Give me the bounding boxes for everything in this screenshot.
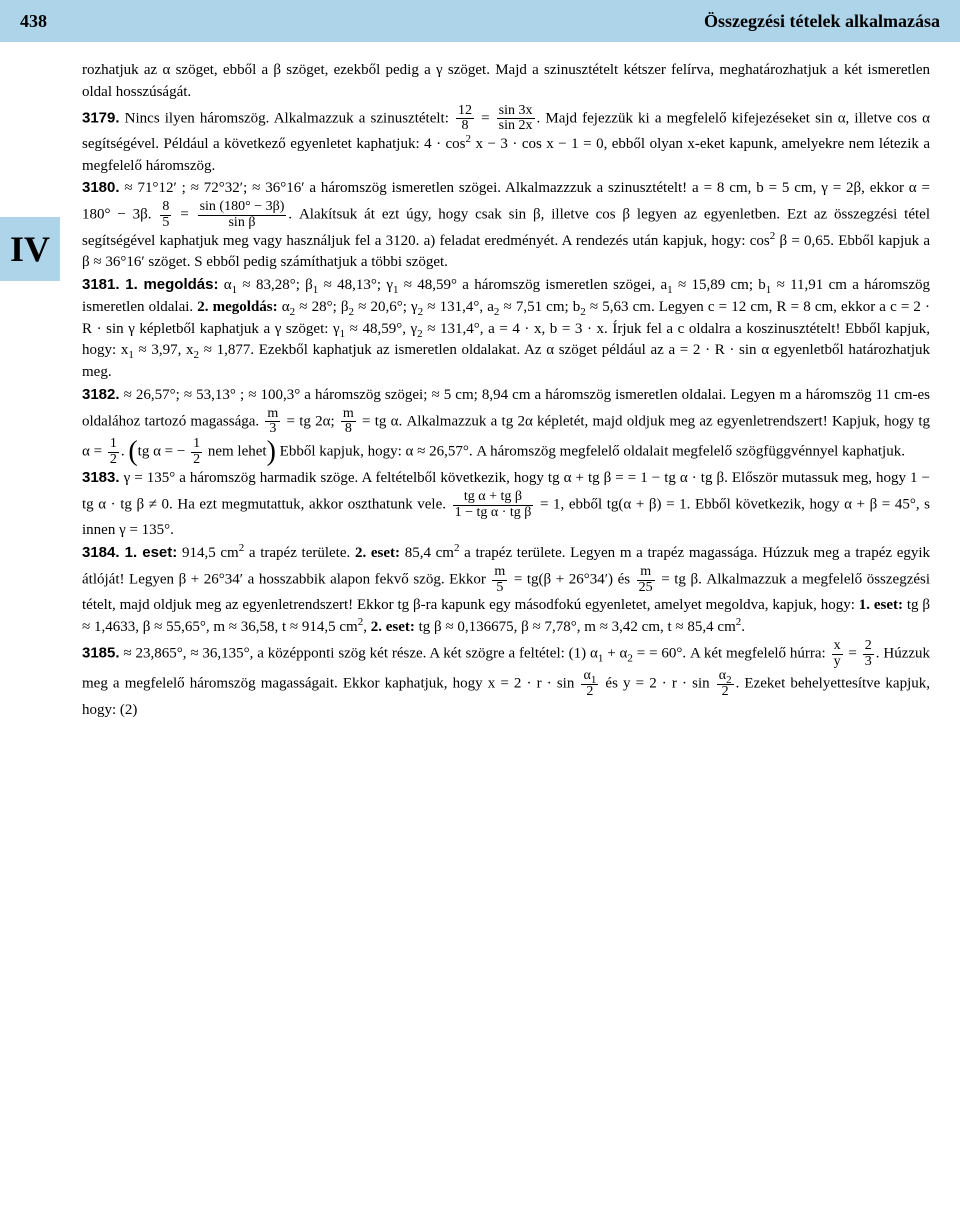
problem-3179-num: 3179. xyxy=(82,109,120,126)
p3184i: tg β ≈ 0,136675, β ≈ 7,78°, m ≈ 3,42 cm,… xyxy=(415,619,736,635)
p3184a: 914,5 cm xyxy=(177,545,238,561)
frac-12-8: 128 xyxy=(456,104,474,134)
p3184c: 85,4 cm xyxy=(400,545,454,561)
frac-sin3x-sin2x: sin 3xsin 2x xyxy=(497,104,535,134)
p3181b: ≈ 83,28°; β xyxy=(237,277,313,293)
p3184b: a trapéz területe. xyxy=(244,545,355,561)
p3181g: α xyxy=(278,299,290,315)
problem-3183-num: 3183. xyxy=(82,469,120,486)
p3182e: Ebből kapjuk, hogy: α ≈ 26,57°. A hároms… xyxy=(276,444,905,460)
frac-2-3: 23 xyxy=(863,639,874,669)
p3179a: Nincs ilyen háromszög. Alkalmazzuk a szi… xyxy=(120,110,454,126)
p3181m: ≈ 48,59°, γ xyxy=(345,321,417,337)
eset-1b: 1. eset: xyxy=(859,597,903,613)
p3182d: . xyxy=(121,444,129,460)
p3181a: α xyxy=(218,277,231,293)
page-title: Összegzési tételek alkalmazása xyxy=(704,8,940,34)
main-content-row: IV rozhatjuk az α szöget, ebből a β szög… xyxy=(0,42,960,741)
p3181k: ≈ 7,51 cm; b xyxy=(499,299,580,315)
frac-x-y: xy xyxy=(832,639,843,669)
p3181d: ≈ 48,59° a háromszög ismeretlen szögei, … xyxy=(398,277,667,293)
problem-3180-num: 3180. xyxy=(82,179,120,196)
p3185a: ≈ 23,865°, ≈ 36,135°, a középponti szög … xyxy=(120,645,598,661)
frac-sin180-sinb: sin (180° − 3β)sin β xyxy=(198,200,287,230)
p3181i: ≈ 20,6°; γ xyxy=(354,299,418,315)
p3182par: tg α = − xyxy=(138,444,189,460)
problem-3185-num: 3185. xyxy=(82,644,120,661)
chapter-marker: IV xyxy=(0,217,60,281)
right-paren-icon: ) xyxy=(267,441,276,463)
frac-1-2-b: 12 xyxy=(191,437,202,467)
page-header: 438 Összegzési tételek alkalmazása xyxy=(0,0,960,42)
eq3: = xyxy=(845,645,861,661)
p3181j: ≈ 131,4°, a xyxy=(423,299,494,315)
p3185e: és y = 2 · r · sin xyxy=(600,676,714,692)
p3182par2: nem lehet xyxy=(204,444,266,460)
problem-3181-num: 3181. 1. megoldás: xyxy=(82,276,218,293)
p3181c: ≈ 48,13°; γ xyxy=(318,277,393,293)
frac-8-5: 85 xyxy=(160,200,171,230)
sidebar: IV xyxy=(0,42,72,281)
problem-3184-num: 3184. 1. eset: xyxy=(82,544,177,561)
p3184h: , xyxy=(363,619,371,635)
eset-2b: 2. eset: xyxy=(371,619,415,635)
p3184e: = tg(β + 26°34′) és xyxy=(509,572,634,588)
eq2: = xyxy=(173,207,195,223)
p3184j: . xyxy=(741,619,745,635)
frac-m-5: m5 xyxy=(492,565,507,595)
frac-m-25: m25 xyxy=(637,565,655,595)
frac-m-3: m3 xyxy=(265,407,280,437)
p3185c: = = 60°. A két megfelelő húrra: xyxy=(633,645,830,661)
page-number: 438 xyxy=(20,8,47,34)
megoldas-2: 2. megoldás: xyxy=(197,299,277,315)
p3181e: ≈ 15,89 cm; b xyxy=(673,277,766,293)
body-text: rozhatjuk az α szöget, ebből a β szöget,… xyxy=(72,42,960,741)
eq1: = xyxy=(476,110,495,126)
p3181p: ≈ 1,877. Ezekből kaphatjuk az ismeretlen… xyxy=(82,342,930,380)
frac-m-8: m8 xyxy=(341,407,356,437)
eset-2: 2. eset: xyxy=(355,545,400,561)
p3182b: = tg 2α; xyxy=(282,413,339,429)
p3181o: ≈ 3,97, x xyxy=(134,342,194,358)
left-paren-icon: ( xyxy=(128,441,137,463)
frac-1-2-a: 12 xyxy=(108,437,119,467)
frac-a2-2: α22 xyxy=(717,669,734,699)
problem-3182-num: 3182. xyxy=(82,386,120,403)
frac-a1-2: α12 xyxy=(581,669,598,699)
p3181h: ≈ 28°; β xyxy=(295,299,348,315)
frac-tan-sum: tg α + tg β1 − tg α · tg β xyxy=(453,490,534,520)
para-intro: rozhatjuk az α szöget, ebből a β szöget,… xyxy=(82,62,930,100)
p3185b: + α xyxy=(603,645,627,661)
